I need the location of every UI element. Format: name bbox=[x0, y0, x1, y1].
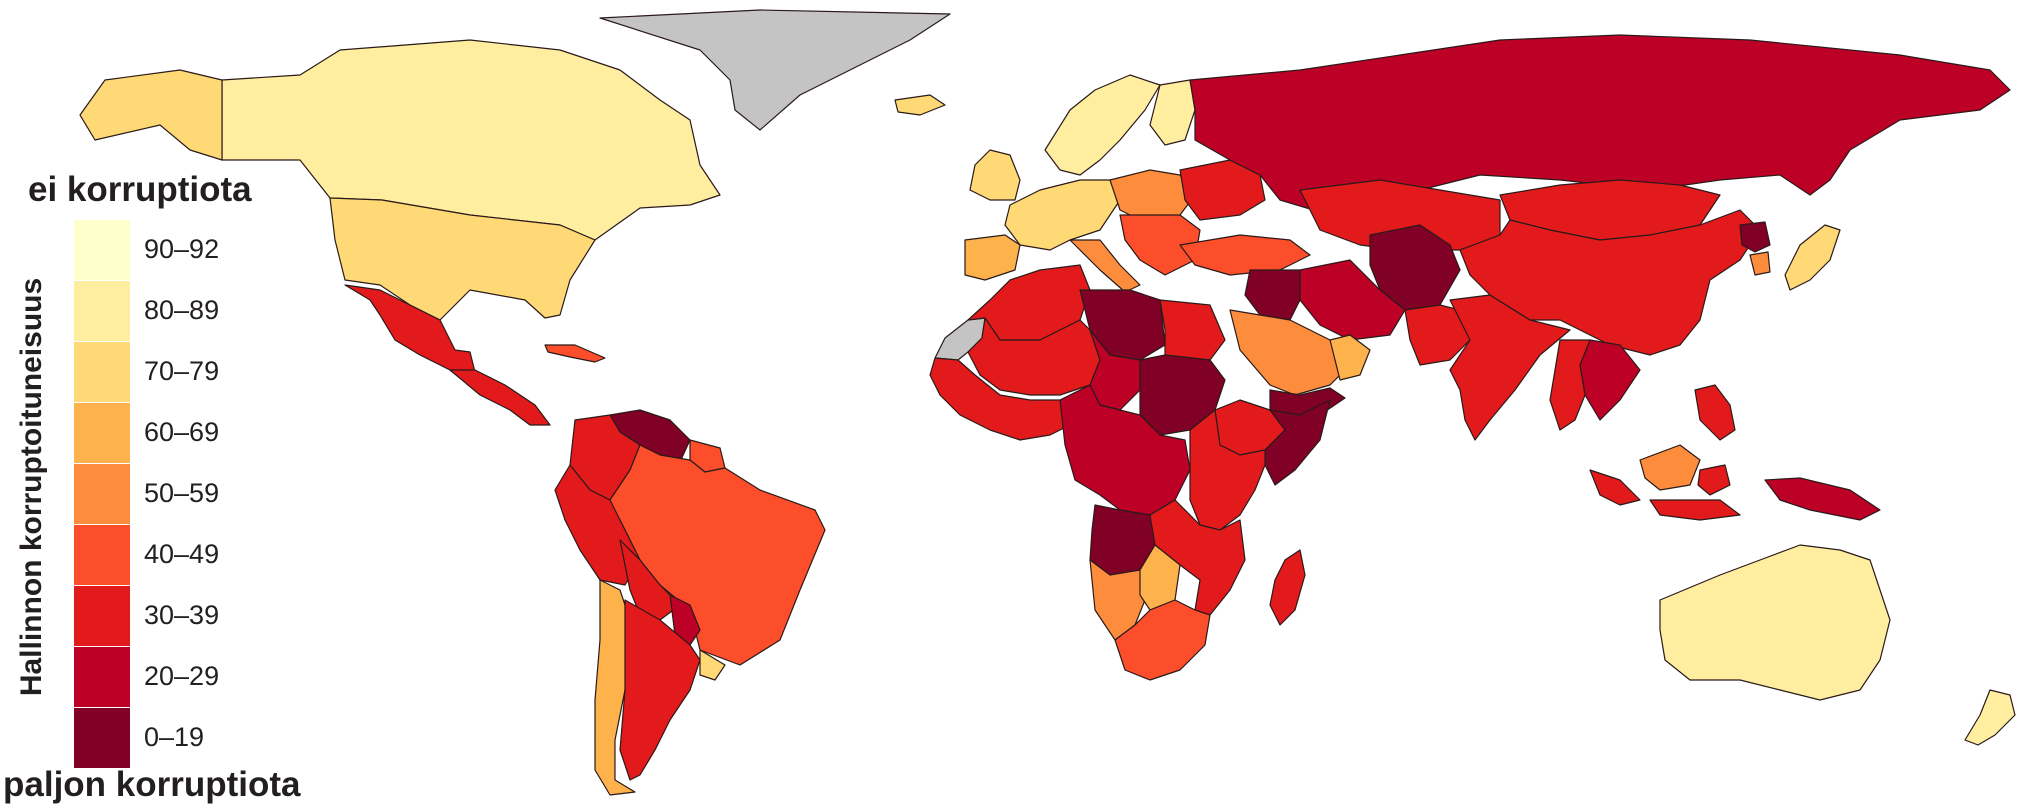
region-russia bbox=[1189, 34, 2011, 216]
region-egypt bbox=[1159, 299, 1226, 361]
region-malaysia bbox=[1639, 444, 1701, 491]
region-north-korea bbox=[1739, 221, 1771, 253]
region-papua-new-guinea bbox=[1764, 477, 1881, 521]
region-canada bbox=[221, 39, 721, 241]
region-somalia bbox=[1264, 399, 1331, 486]
region-bolivia bbox=[619, 539, 681, 621]
region-thailand-myanmar bbox=[1549, 339, 1591, 431]
region-united-states bbox=[329, 197, 596, 321]
region-balkans bbox=[1119, 214, 1201, 276]
region-south-africa bbox=[1114, 599, 1211, 681]
region-alaska bbox=[79, 69, 223, 161]
region-iberia bbox=[964, 234, 1021, 281]
region-australia bbox=[1659, 544, 1891, 701]
region-iran bbox=[1299, 259, 1406, 341]
region-uae-oman bbox=[1329, 334, 1371, 381]
region-japan bbox=[1784, 224, 1841, 291]
region-greenland bbox=[599, 9, 951, 131]
region-madagascar bbox=[1269, 549, 1306, 626]
region-eastern-europe bbox=[1109, 169, 1196, 221]
region-east-africa bbox=[1189, 409, 1266, 531]
region-china bbox=[1459, 209, 1761, 356]
region-new-zealand bbox=[1964, 689, 2016, 746]
region-western-europe bbox=[1004, 179, 1121, 251]
region-turkey bbox=[1179, 234, 1311, 276]
region-sahel bbox=[967, 317, 1101, 396]
region-namibia bbox=[1089, 559, 1146, 641]
region-argentina bbox=[619, 599, 701, 781]
region-paraguay bbox=[669, 594, 701, 646]
region-cuba bbox=[544, 344, 606, 363]
region-iraq-syria bbox=[1244, 269, 1301, 321]
region-uk-ireland bbox=[969, 149, 1021, 201]
region-iceland bbox=[894, 94, 946, 116]
region-pakistan bbox=[1404, 304, 1471, 366]
region-central-america bbox=[449, 369, 551, 426]
region-uruguay bbox=[699, 649, 726, 681]
region-indonesia bbox=[1589, 464, 1741, 521]
region-italy bbox=[1069, 239, 1141, 293]
region-scandinavia bbox=[1044, 74, 1161, 176]
region-south-korea bbox=[1749, 251, 1771, 276]
region-peru bbox=[554, 464, 641, 586]
region-southeast-asia bbox=[1579, 339, 1641, 421]
region-philippines bbox=[1694, 384, 1736, 441]
